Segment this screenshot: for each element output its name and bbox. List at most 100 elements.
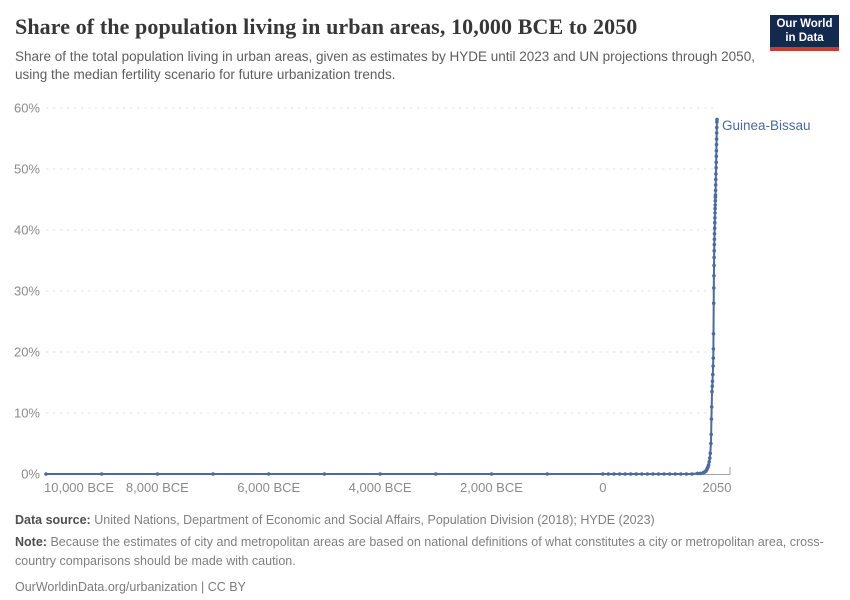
x-axis-tick-labels: 10,000 BCE 8,000 BCE 6,000 BCE 4,000 BCE 2,0… [44,480,731,495]
data-point[interactable] [662,472,666,476]
data-point[interactable] [712,255,716,260]
data-point[interactable] [714,142,719,147]
data-point[interactable] [707,460,711,464]
data-point[interactable] [711,347,716,351]
chart-footer: Data source: United Nations, Department … [15,511,825,596]
data-point[interactable] [711,372,715,377]
data-point[interactable] [714,137,719,141]
data-point[interactable] [712,237,717,241]
y-gridlines [46,107,717,475]
data-point[interactable] [713,203,717,207]
data-point[interactable] [606,472,611,476]
data-point[interactable] [711,356,716,360]
x-tick-label-2-000-BCE: 2,000 BCE [460,480,523,495]
data-point[interactable] [712,248,716,253]
data-point[interactable] [713,198,718,203]
data-point[interactable] [709,441,713,446]
data-point[interactable] [378,472,382,476]
data-point[interactable] [651,472,655,476]
data-point[interactable] [711,364,715,368]
data-point[interactable] [322,472,327,476]
data-series-group[interactable] [44,117,719,476]
data-point[interactable] [679,472,683,476]
x-tick-label-10-000-BCE: 10,000 BCE [44,480,114,495]
y-tick-label-0%: 0% [21,467,40,482]
data-point[interactable] [708,451,713,456]
series-entity-label[interactable]: Guinea-Bissau [722,118,811,133]
data-point[interactable] [715,117,719,122]
data-point[interactable] [712,263,716,268]
data-point[interactable] [712,242,717,247]
data-point[interactable] [714,177,718,182]
data-point[interactable] [698,471,703,476]
series-line[interactable] [45,118,718,475]
data-point[interactable] [706,463,711,467]
data-source-text: United Nations, Department of Economic a… [94,513,655,527]
data-point[interactable] [712,226,717,230]
data-point[interactable] [709,417,714,421]
data-point[interactable] [266,472,271,476]
citation-text: OurWorldinData.org/urbanization | CC BY [15,579,246,594]
note-row: Note: Because the estimates of city and … [15,533,825,571]
data-point[interactable] [714,166,718,170]
data-point[interactable] [155,472,160,476]
data-point[interactable] [713,216,717,220]
data-point[interactable] [489,472,494,476]
data-point[interactable] [712,286,716,290]
owid-logo-text-line1: Our World [776,17,833,30]
owid-logo-text-line2: in Data [785,32,824,44]
data-point[interactable] [709,405,714,409]
y-tick-label-20%: 20% [14,345,40,360]
data-point[interactable] [617,472,622,476]
data-point[interactable] [712,231,717,236]
data-point[interactable] [714,148,719,153]
data-point[interactable] [99,472,104,476]
data-point[interactable] [714,131,719,135]
data-point[interactable] [713,193,718,197]
data-point[interactable] [714,172,718,176]
data-point[interactable] [710,389,714,394]
data-point[interactable] [434,472,438,476]
data-point[interactable] [601,472,605,476]
data-point[interactable] [710,384,715,389]
data-point[interactable] [708,456,712,460]
data-point[interactable] [710,379,715,384]
data-point[interactable] [695,471,700,476]
data-point[interactable] [673,472,677,476]
owid-logo[interactable]: Our World in Data [770,15,839,51]
data-point[interactable] [628,472,633,476]
data-point[interactable] [684,472,689,476]
data-point[interactable] [634,472,639,476]
data-point[interactable] [640,472,644,476]
chart-subtitle: Share of the total population living in … [15,49,755,82]
data-point[interactable] [44,472,48,476]
data-point[interactable] [713,206,717,211]
data-point[interactable] [656,472,661,476]
data-point[interactable] [713,211,717,215]
data-point[interactable] [712,274,716,278]
data-point[interactable] [713,220,717,225]
data-point[interactable] [545,472,549,476]
data-point[interactable] [690,472,694,476]
data-point[interactable] [713,188,718,193]
data-point[interactable] [714,160,718,165]
data-point[interactable] [714,154,719,158]
y-tick-label-50%: 50% [14,162,40,177]
data-point[interactable] [612,472,616,476]
data-point[interactable] [713,183,718,187]
y-tick-label-60%: 60% [14,101,40,116]
data-point[interactable] [711,301,716,306]
x-tick-label-4-000-BCE: 4,000 BCE [349,480,412,495]
data-point[interactable] [709,432,713,437]
note-text: Because the estimates of city and metrop… [15,535,824,568]
data-point[interactable] [645,472,650,476]
data-point[interactable] [715,125,719,130]
data-point[interactable] [667,472,672,476]
data-point[interactable] [711,331,716,336]
data-point[interactable] [211,472,215,476]
data-point[interactable] [623,472,627,476]
y-tick-label-30%: 30% [14,284,40,299]
citation-row[interactable]: OurWorldinData.org/urbanization | CC BY [15,578,825,596]
